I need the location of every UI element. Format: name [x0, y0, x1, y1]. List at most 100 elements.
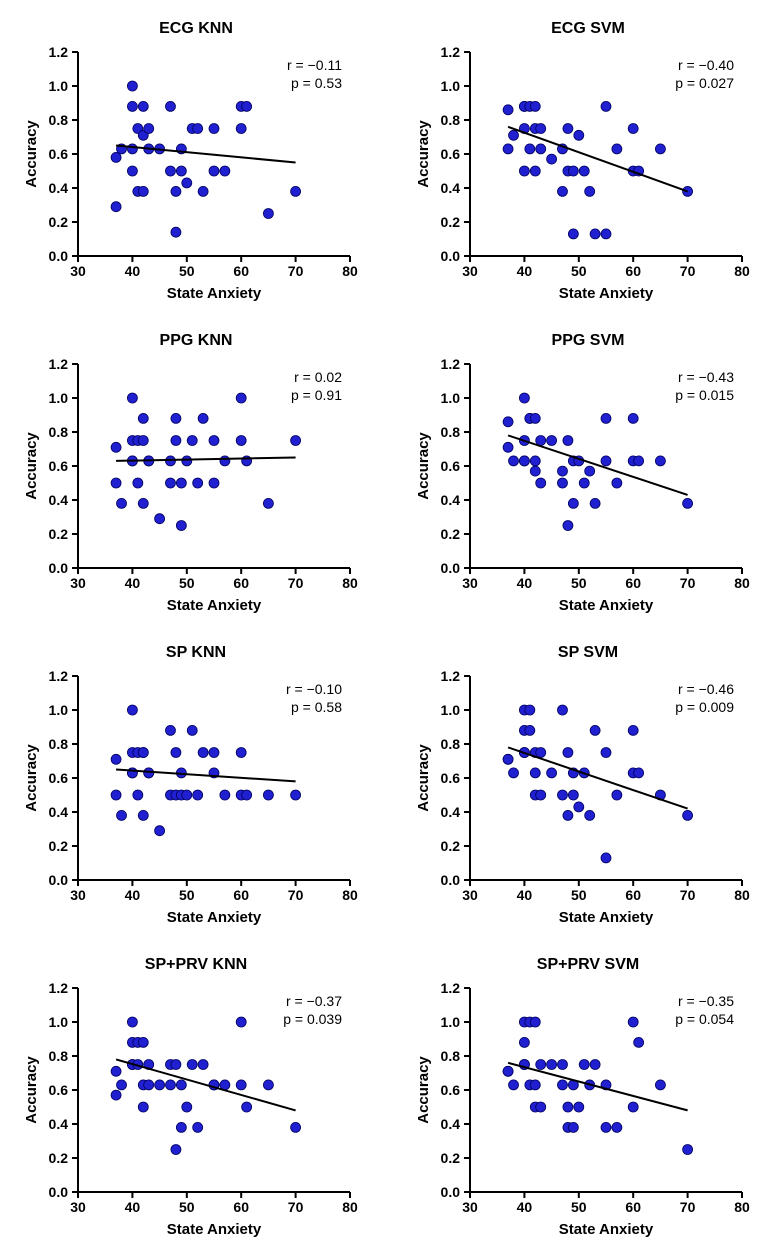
data-point: [209, 166, 219, 176]
stat-p: p = 0.054: [675, 1011, 734, 1027]
stat-r: r = −0.43: [678, 369, 734, 385]
trend-line: [116, 146, 296, 163]
data-point: [176, 1080, 186, 1090]
data-point: [557, 1060, 567, 1070]
data-point: [209, 748, 219, 758]
y-tick-label: 0.0: [49, 1184, 69, 1200]
data-point: [536, 748, 546, 758]
x-axis-label: State Anxiety: [167, 909, 262, 926]
data-point: [509, 1080, 519, 1090]
x-tick-label: 50: [179, 887, 195, 903]
data-point: [187, 725, 197, 735]
x-tick-label: 50: [179, 263, 195, 279]
y-tick-label: 1.2: [49, 668, 69, 684]
data-point: [530, 166, 540, 176]
data-point: [138, 810, 148, 820]
data-point: [263, 1080, 273, 1090]
data-point: [111, 442, 121, 452]
x-tick-label: 40: [125, 263, 141, 279]
x-tick-label: 50: [571, 263, 587, 279]
y-tick-label: 1.0: [441, 78, 461, 94]
data-point: [198, 186, 208, 196]
data-point: [144, 768, 154, 778]
data-point: [138, 748, 148, 758]
data-point: [590, 1060, 600, 1070]
y-tick-label: 0.2: [49, 526, 69, 542]
data-point: [628, 725, 638, 735]
scatter-panel: SP+PRV KNN3040506070800.00.20.40.60.81.0…: [20, 956, 372, 1240]
x-tick-label: 70: [288, 1199, 304, 1215]
data-point: [165, 101, 175, 111]
y-tick-label: 0.2: [441, 1150, 461, 1166]
y-tick-label: 1.0: [49, 1014, 69, 1030]
stat-p: p = 0.58: [291, 699, 342, 715]
x-tick-label: 70: [288, 887, 304, 903]
y-tick-label: 0.6: [441, 1082, 461, 1098]
data-point: [503, 754, 513, 764]
data-point: [138, 436, 148, 446]
y-tick-label: 0.6: [441, 770, 461, 786]
data-point: [187, 436, 197, 446]
y-tick-label: 0.6: [441, 458, 461, 474]
scatter-panel: SP+PRV SVM3040506070800.00.20.40.60.81.0…: [412, 956, 764, 1240]
data-point: [111, 478, 121, 488]
data-point: [536, 124, 546, 134]
data-point: [519, 1037, 529, 1047]
y-axis-label: Accuracy: [23, 744, 40, 812]
x-tick-label: 50: [571, 575, 587, 591]
y-tick-label: 1.2: [49, 980, 69, 996]
data-point: [568, 166, 578, 176]
data-point: [263, 790, 273, 800]
data-point: [165, 1080, 175, 1090]
data-point: [220, 456, 230, 466]
data-point: [198, 1060, 208, 1070]
data-point: [585, 186, 595, 196]
stat-p: p = 0.53: [291, 75, 342, 91]
y-axis-label: Accuracy: [23, 432, 40, 500]
y-tick-label: 1.2: [441, 44, 461, 60]
x-tick-label: 30: [462, 575, 478, 591]
data-point: [236, 124, 246, 134]
stat-r: r = −0.46: [678, 681, 734, 697]
data-point: [590, 725, 600, 735]
data-point: [171, 413, 181, 423]
data-point: [536, 144, 546, 154]
scatter-panel: ECG SVM3040506070800.00.20.40.60.81.01.2…: [412, 20, 764, 304]
y-tick-label: 0.8: [49, 736, 69, 752]
data-point: [242, 1102, 252, 1112]
y-tick-label: 1.0: [441, 1014, 461, 1030]
data-point: [171, 1060, 181, 1070]
data-point: [525, 144, 535, 154]
x-tick-label: 30: [70, 887, 86, 903]
x-tick-label: 30: [70, 263, 86, 279]
x-tick-label: 80: [734, 575, 750, 591]
panel-title: ECG SVM: [412, 20, 764, 38]
x-tick-label: 80: [734, 263, 750, 279]
data-point: [127, 705, 137, 715]
data-point: [198, 413, 208, 423]
y-tick-label: 0.6: [49, 458, 69, 474]
data-point: [519, 166, 529, 176]
data-point: [563, 748, 573, 758]
stat-p: p = 0.039: [283, 1011, 342, 1027]
x-tick-label: 40: [125, 575, 141, 591]
data-point: [519, 456, 529, 466]
data-point: [628, 1102, 638, 1112]
x-axis-label: State Anxiety: [559, 1221, 654, 1238]
data-point: [503, 144, 513, 154]
trend-line: [116, 458, 296, 461]
y-tick-label: 1.2: [441, 356, 461, 372]
y-tick-label: 0.4: [441, 180, 461, 196]
scatter-panel: PPG SVM3040506070800.00.20.40.60.81.01.2…: [412, 332, 764, 616]
data-point: [563, 124, 573, 134]
data-point: [111, 790, 121, 800]
x-tick-label: 30: [70, 575, 86, 591]
y-tick-label: 0.8: [441, 112, 461, 128]
data-point: [138, 1037, 148, 1047]
data-point: [236, 393, 246, 403]
x-axis-label: State Anxiety: [559, 909, 654, 926]
data-point: [138, 1102, 148, 1112]
data-point: [683, 810, 693, 820]
y-tick-label: 0.6: [49, 770, 69, 786]
data-point: [291, 186, 301, 196]
